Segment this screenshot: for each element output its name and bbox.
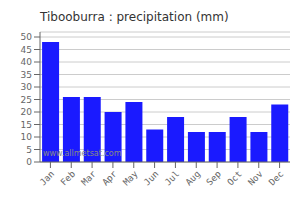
html-text:Tibooburra : precipitation (mm: Tibooburra : precipitation (mm) bbox=[40, 10, 229, 24]
svg-text:Dec: Dec bbox=[267, 169, 286, 188]
svg-text:40: 40 bbox=[21, 57, 33, 67]
svg-text:Jul: Jul bbox=[163, 169, 182, 188]
svg-text:20: 20 bbox=[21, 107, 33, 117]
svg-text:15: 15 bbox=[21, 120, 32, 130]
svg-text:25: 25 bbox=[21, 95, 32, 105]
svg-text:Sep: Sep bbox=[204, 169, 223, 188]
svg-text:Feb: Feb bbox=[59, 169, 78, 188]
svg-text:Apr: Apr bbox=[100, 168, 119, 187]
html-text:www.allmetsat.com: www.allmetsat.com bbox=[43, 149, 122, 158]
svg-text:Aug: Aug bbox=[184, 169, 203, 188]
svg-text:Mar: Mar bbox=[79, 168, 98, 187]
svg-text:Jun: Jun bbox=[142, 169, 161, 188]
svg-text:Jan: Jan bbox=[38, 169, 57, 188]
svg-text:45: 45 bbox=[21, 45, 32, 55]
svg-text:35: 35 bbox=[21, 70, 32, 80]
svg-text:Oct: Oct bbox=[225, 169, 244, 188]
svg-text:50: 50 bbox=[21, 32, 33, 42]
svg-text:30: 30 bbox=[21, 82, 33, 92]
svg-text:5: 5 bbox=[26, 145, 32, 155]
svg-text:May: May bbox=[121, 168, 140, 187]
svg-text:0: 0 bbox=[26, 157, 32, 167]
svg-text:Nov: Nov bbox=[246, 169, 265, 188]
svg-text:10: 10 bbox=[21, 132, 33, 142]
